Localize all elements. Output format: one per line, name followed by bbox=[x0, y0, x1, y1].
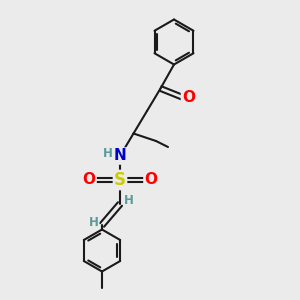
Text: H: H bbox=[89, 215, 98, 229]
Text: O: O bbox=[182, 90, 195, 105]
Text: O: O bbox=[144, 172, 158, 188]
Text: O: O bbox=[82, 172, 96, 188]
Text: S: S bbox=[114, 171, 126, 189]
Text: H: H bbox=[124, 194, 134, 208]
Text: N: N bbox=[114, 148, 126, 164]
Text: H: H bbox=[103, 146, 112, 160]
